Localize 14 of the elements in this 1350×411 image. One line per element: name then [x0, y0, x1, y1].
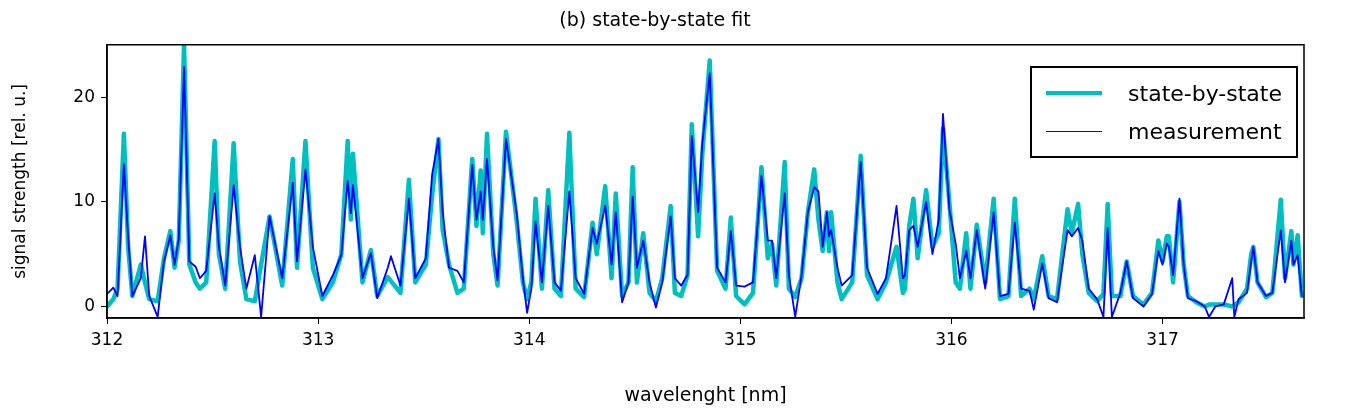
x-tick-label: 312 [90, 328, 124, 349]
chart-title: (b) state-by-state fit [559, 8, 751, 31]
y-tick-label: 0 [84, 294, 95, 315]
x-tick-label: 313 [301, 328, 335, 349]
y-tick-label: 10 [73, 190, 95, 211]
x-tick-label: 315 [724, 328, 757, 349]
x-tick-label: 314 [513, 328, 546, 349]
legend-label: measurement [1128, 118, 1282, 144]
y-axis-title: signal strength [rel. u.] [8, 84, 29, 279]
x-tick-label: 316 [935, 328, 968, 349]
legend-label: state-by-state [1128, 80, 1282, 106]
x-tick-label: 317 [1146, 328, 1179, 349]
x-axis-title: wavelenght [nm] [624, 382, 787, 405]
y-tick-label: 20 [73, 85, 95, 106]
